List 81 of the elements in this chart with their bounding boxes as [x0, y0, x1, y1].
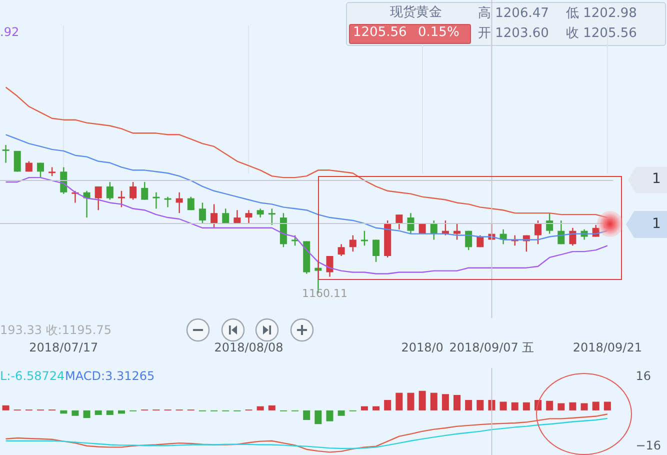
bar — [2, 405, 10, 410]
candlestick — [176, 192, 183, 214]
candlestick — [222, 208, 230, 224]
candlestick — [36, 162, 44, 178]
x-tick-label: 2018/09/07 五 — [449, 340, 534, 354]
text: 0.15% — [418, 25, 460, 41]
x-tick-label: 2018/07/17 — [29, 340, 98, 354]
bar — [592, 402, 600, 410]
candlestick — [407, 212, 414, 234]
candlestick — [396, 214, 403, 230]
annotation: L:-6.58724 — [0, 369, 65, 384]
bar — [83, 410, 90, 418]
text: 现货黄金 — [390, 5, 442, 21]
candlestick — [198, 202, 206, 224]
annotation: 1160.11 — [302, 287, 348, 300]
bar — [256, 406, 264, 410]
bar — [118, 410, 125, 414]
candlestick — [164, 196, 172, 208]
text: 开 1203.60 — [478, 26, 549, 42]
text: 193.33 收:1195.75 — [0, 323, 112, 338]
bar — [418, 390, 426, 410]
candlestick — [2, 144, 10, 164]
bar — [396, 392, 403, 410]
bar — [500, 402, 507, 410]
bar — [60, 410, 68, 414]
candlestick — [130, 181, 137, 200]
y-tick-label: 16 — [636, 369, 651, 384]
bar — [522, 402, 530, 410]
bar — [268, 405, 276, 410]
candlestick — [234, 210, 241, 224]
bar — [72, 410, 79, 416]
bar — [580, 403, 588, 410]
bar — [407, 392, 414, 410]
bar — [558, 403, 565, 410]
x-tick-label: 2018/09/21 — [572, 340, 642, 354]
bar — [604, 402, 611, 410]
x-tick-label: 2018/08/08 — [214, 340, 284, 354]
annotation: MACD:3.31265 — [65, 369, 155, 384]
candlestick — [118, 190, 125, 208]
bar — [303, 410, 310, 420]
candlestick — [141, 181, 148, 200]
bar — [106, 410, 114, 415]
bar — [454, 394, 461, 410]
bar — [338, 410, 345, 416]
bar — [326, 410, 334, 422]
candlestick — [546, 212, 554, 234]
text: .92 — [0, 25, 20, 40]
candlestick — [372, 239, 380, 263]
text: 1 — [652, 216, 661, 233]
bar — [372, 406, 380, 410]
candlestick — [268, 208, 276, 226]
candlestick — [106, 181, 114, 200]
candlestick — [94, 186, 102, 211]
bar — [476, 400, 484, 410]
bar — [511, 402, 518, 410]
candlestick — [187, 196, 194, 211]
candlestick — [326, 255, 334, 278]
text: 高 1206.47 — [478, 6, 549, 22]
bar — [546, 400, 554, 410]
y-tick-label: −16 — [636, 438, 661, 453]
candlestick — [349, 234, 356, 252]
bar — [569, 402, 576, 410]
text: 1205.56 — [353, 25, 407, 41]
bar — [360, 406, 368, 410]
bar — [384, 400, 392, 410]
candlestick — [338, 244, 345, 257]
bar — [442, 394, 449, 410]
candlestick — [152, 192, 160, 210]
text: 低 1202.98 — [566, 6, 637, 22]
text: 1 — [652, 171, 661, 188]
candlestick — [534, 220, 542, 245]
candlestick — [454, 222, 461, 240]
text: 收 1205.56 — [566, 26, 637, 42]
bar — [314, 410, 322, 424]
candlestick — [210, 204, 218, 228]
candlestick — [360, 230, 368, 246]
candlestick — [245, 210, 252, 224]
x-tick-label: 2018/0 — [401, 340, 444, 354]
bar — [94, 410, 102, 415]
bar — [430, 392, 438, 410]
bar — [465, 400, 472, 410]
